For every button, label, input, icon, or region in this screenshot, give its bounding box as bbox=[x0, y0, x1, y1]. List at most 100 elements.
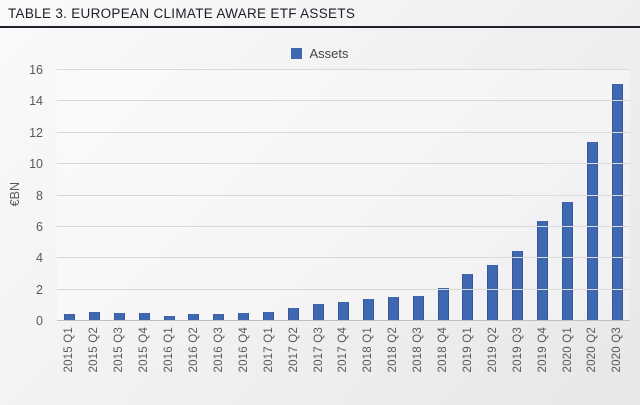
bar-2017-Q1 bbox=[263, 312, 275, 321]
bar-slot bbox=[480, 70, 505, 321]
bar-slot bbox=[530, 70, 555, 321]
bar-slot bbox=[231, 70, 256, 321]
x-label-slot: 2019 Q1 bbox=[456, 327, 481, 401]
bar-slot bbox=[256, 70, 281, 321]
y-tick-14: 14 bbox=[29, 94, 43, 109]
x-label-2018-Q3: 2018 Q3 bbox=[412, 327, 425, 373]
y-axis-ticks: 0 2 4 6 8 10 12 14 16 bbox=[0, 63, 50, 328]
bar-slot bbox=[107, 70, 132, 321]
x-label-slot: 2015 Q2 bbox=[82, 327, 107, 401]
bar-slot bbox=[381, 70, 406, 321]
x-label-2017-Q4: 2017 Q4 bbox=[337, 327, 350, 373]
legend-label: Assets bbox=[309, 45, 349, 61]
bar-slot bbox=[406, 70, 431, 321]
x-label-2015-Q4: 2015 Q4 bbox=[138, 327, 151, 373]
gridline-8 bbox=[57, 194, 630, 196]
gridline-14 bbox=[57, 100, 630, 102]
gridline-10 bbox=[57, 163, 630, 165]
x-label-2015-Q2: 2015 Q2 bbox=[88, 327, 101, 373]
bar-2015-Q2 bbox=[88, 311, 100, 321]
bar-2016-Q1 bbox=[163, 316, 175, 321]
x-label-2015-Q1: 2015 Q1 bbox=[63, 327, 76, 373]
x-label-slot: 2018 Q4 bbox=[431, 327, 456, 401]
x-label-2017-Q3: 2017 Q3 bbox=[312, 327, 325, 373]
x-label-2018-Q1: 2018 Q1 bbox=[362, 327, 375, 373]
bar-slot bbox=[505, 70, 530, 321]
bar-slot bbox=[182, 70, 207, 321]
bar-2019-Q1 bbox=[462, 273, 474, 321]
x-label-slot: 2017 Q1 bbox=[256, 327, 281, 401]
x-label-slot: 2016 Q3 bbox=[206, 327, 231, 401]
bar-slot bbox=[331, 70, 356, 321]
x-label-2020-Q1: 2020 Q1 bbox=[561, 327, 574, 373]
bar-2017-Q3 bbox=[313, 303, 325, 321]
x-label-slot: 2017 Q2 bbox=[281, 327, 306, 401]
x-label-2020-Q3: 2020 Q3 bbox=[611, 327, 624, 373]
y-tick-10: 10 bbox=[29, 157, 43, 172]
bar-2015-Q3 bbox=[113, 313, 125, 321]
bar-slot bbox=[157, 70, 182, 321]
x-label-2019-Q3: 2019 Q3 bbox=[511, 327, 524, 373]
bar-2017-Q4 bbox=[337, 302, 349, 321]
chart-legend: Assets bbox=[0, 44, 640, 62]
x-label-2016-Q1: 2016 Q1 bbox=[163, 327, 176, 373]
x-label-slot: 2016 Q1 bbox=[157, 327, 182, 401]
bar-2019-Q3 bbox=[512, 251, 524, 321]
gridline-12 bbox=[57, 131, 630, 133]
bar-2018-Q4 bbox=[437, 288, 449, 321]
gridline-4 bbox=[57, 257, 630, 259]
gridline-2 bbox=[57, 288, 630, 290]
gridline-0 bbox=[57, 320, 630, 321]
x-label-slot: 2020 Q1 bbox=[555, 327, 580, 401]
bar-slot bbox=[605, 70, 630, 321]
x-label-slot: 2020 Q2 bbox=[580, 327, 605, 401]
x-label-slot: 2018 Q3 bbox=[406, 327, 431, 401]
y-tick-4: 4 bbox=[36, 251, 43, 266]
x-label-slot: 2019 Q2 bbox=[480, 327, 505, 401]
x-label-slot: 2017 Q3 bbox=[306, 327, 331, 401]
bar-slot bbox=[456, 70, 481, 321]
plot-area bbox=[57, 69, 630, 321]
bar-slot bbox=[132, 70, 157, 321]
x-label-slot: 2019 Q3 bbox=[505, 327, 530, 401]
bar-2015-Q4 bbox=[138, 313, 150, 321]
x-label-slot: 2018 Q2 bbox=[381, 327, 406, 401]
bar-slot bbox=[306, 70, 331, 321]
x-label-2019-Q1: 2019 Q1 bbox=[461, 327, 474, 373]
x-label-2018-Q4: 2018 Q4 bbox=[437, 327, 450, 373]
bar-slot bbox=[356, 70, 381, 321]
bar-slot bbox=[431, 70, 456, 321]
bar-slot bbox=[206, 70, 231, 321]
x-label-2020-Q2: 2020 Q2 bbox=[586, 327, 599, 373]
bar-2019-Q2 bbox=[487, 265, 499, 321]
title-underline bbox=[0, 26, 640, 28]
bar-2016-Q2 bbox=[188, 313, 200, 321]
y-tick-16: 16 bbox=[29, 63, 43, 77]
bar-series bbox=[57, 70, 630, 321]
y-tick-6: 6 bbox=[36, 219, 43, 234]
gridline-6 bbox=[57, 225, 630, 227]
legend-swatch-icon bbox=[291, 47, 303, 59]
x-axis-labels: 2015 Q1 2015 Q2 2015 Q3 2015 Q4 2016 Q1 2016 … bbox=[57, 327, 630, 401]
x-label-2019-Q2: 2019 Q2 bbox=[486, 327, 499, 373]
x-label-2017-Q1: 2017 Q1 bbox=[262, 327, 275, 373]
x-label-slot: 2018 Q1 bbox=[356, 327, 381, 401]
x-label-slot: 2020 Q3 bbox=[605, 327, 630, 401]
bar-slot bbox=[82, 70, 107, 321]
x-label-slot: 2017 Q4 bbox=[331, 327, 356, 401]
x-label-2018-Q2: 2018 Q2 bbox=[387, 327, 400, 373]
bar-slot bbox=[580, 70, 605, 321]
y-tick-0: 0 bbox=[36, 314, 43, 328]
bar-slot bbox=[57, 70, 82, 321]
bar-slot bbox=[281, 70, 306, 321]
bar-2020-Q3 bbox=[611, 84, 623, 321]
y-tick-2: 2 bbox=[36, 282, 43, 297]
x-label-slot: 2016 Q4 bbox=[231, 327, 256, 401]
bar-2015-Q1 bbox=[63, 313, 75, 321]
x-label-slot: 2015 Q4 bbox=[132, 327, 157, 401]
bar-2017-Q2 bbox=[288, 308, 300, 321]
bar-2018-Q2 bbox=[387, 297, 399, 321]
x-label-2015-Q3: 2015 Q3 bbox=[113, 327, 126, 373]
x-label-slot: 2016 Q2 bbox=[182, 327, 207, 401]
